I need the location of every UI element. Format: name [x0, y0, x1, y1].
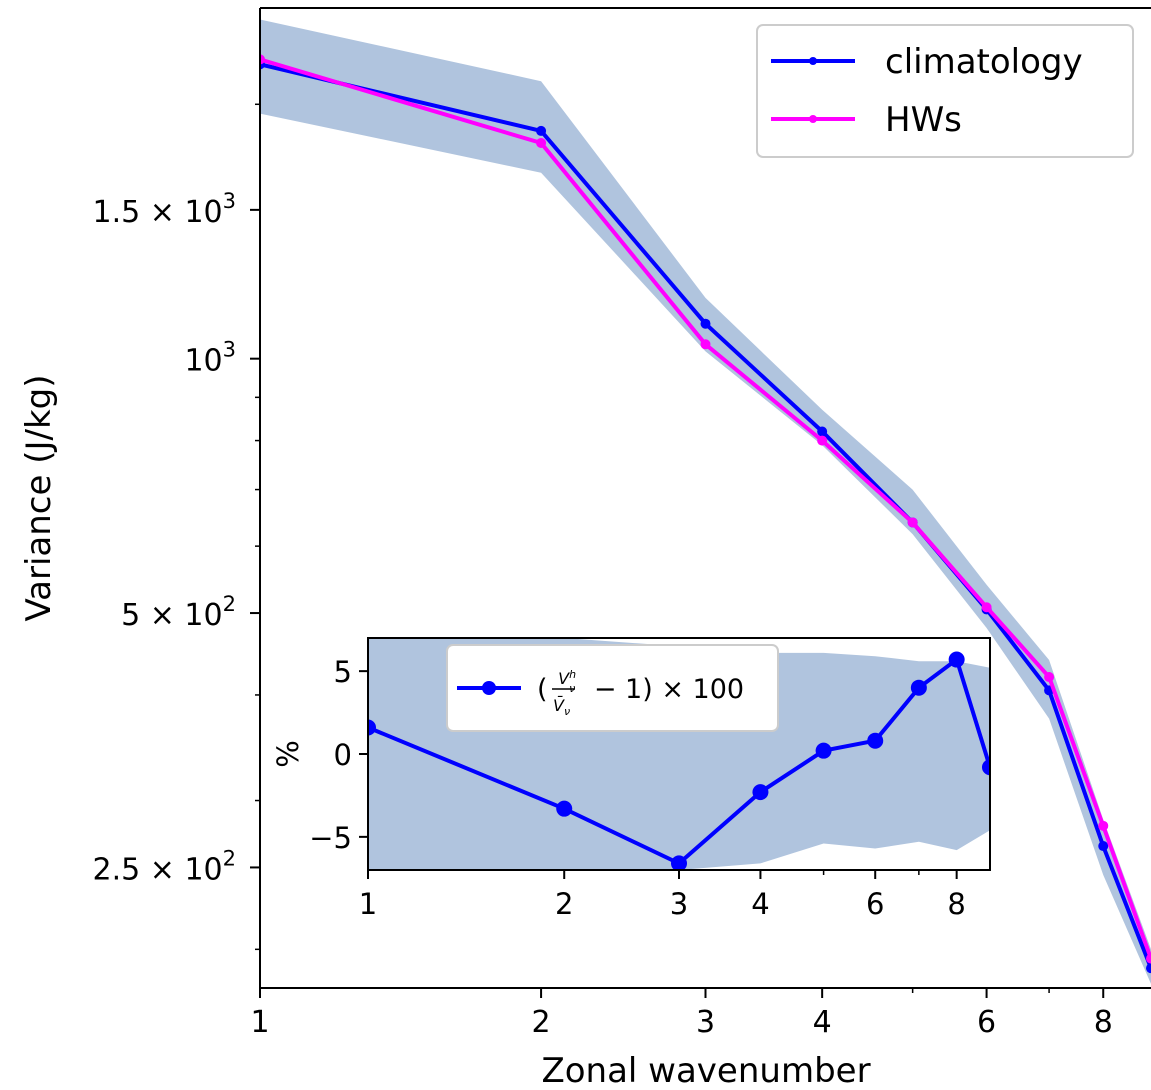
- series-1-point: [260, 54, 265, 65]
- inset-series-point: [815, 742, 832, 759]
- inset-x-tick-label: 4: [751, 887, 769, 921]
- y-tick-label: 5 × 102: [121, 592, 236, 633]
- legend-hws-label: HWs: [885, 100, 962, 140]
- series-0-point: [817, 426, 828, 437]
- inset-series-point: [982, 759, 990, 776]
- inset-series-point: [867, 732, 884, 749]
- main-legend-box: [756, 24, 1134, 158]
- inset-series-point: [556, 800, 573, 817]
- series-0-point: [700, 318, 711, 329]
- inset-x-tick-label: 8: [947, 887, 965, 921]
- series-1-point: [817, 435, 828, 446]
- inset-x-tick-label: 3: [670, 887, 688, 921]
- series-0-point: [1098, 841, 1109, 852]
- series-1-point: [981, 602, 992, 613]
- main-legend: climatology HWs: [756, 24, 1134, 158]
- y-tick-label: 1.5 × 103: [93, 189, 236, 230]
- inset-y-tick-label: 0: [334, 738, 352, 772]
- inset-y-axis-title: %: [271, 740, 305, 768]
- inset-legend: ( Vhν − 1) × 100 V̄ν: [446, 644, 779, 732]
- x-tick-label: 6: [977, 1005, 996, 1040]
- y-tick-label: 2.5 × 102: [93, 846, 236, 887]
- inset-series-point: [752, 784, 769, 801]
- legend-climatology-marker: [809, 57, 817, 65]
- x-tick-label: 4: [813, 1005, 832, 1040]
- inset-series-point: [948, 651, 965, 668]
- inset-y-tick-label: −5: [309, 821, 352, 855]
- series-1-point: [1044, 672, 1055, 683]
- inset-x-tick-label: 2: [555, 887, 573, 921]
- legend-hws-marker: [809, 115, 817, 123]
- y-tick-label: 103: [184, 338, 236, 379]
- series-1-point: [1098, 820, 1109, 831]
- inset-series-point: [671, 855, 687, 870]
- legend-climatology-label: climatology: [885, 42, 1083, 82]
- inset-legend-marker: [482, 681, 496, 695]
- inset-y-tick-label: 5: [334, 655, 352, 689]
- main-spread-band: [260, 19, 1151, 984]
- x-tick-label: 2: [532, 1005, 551, 1040]
- y-axis-title: Variance (J/kg): [19, 375, 59, 622]
- x-axis-title: Zonal wavenumber: [541, 1051, 870, 1090]
- inset-x-tick-label: 1: [359, 887, 377, 921]
- inset-plot: 1 2 3 4 6 8 5 0 −5 % ( Vhν − 1) × 100 V̄ν: [271, 637, 991, 921]
- series-1-point: [536, 137, 547, 148]
- series-1-point: [700, 339, 711, 350]
- inset-series-point: [910, 679, 927, 696]
- series-0-point: [536, 125, 547, 136]
- x-tick-label: 3: [696, 1005, 715, 1040]
- inset-series-point: [368, 719, 376, 736]
- inset-legend-label: ( Vhν − 1) × 100: [537, 668, 744, 705]
- series-1-point: [1146, 953, 1151, 964]
- series-0-point: [1146, 963, 1151, 974]
- inset-x-tick-label: 6: [866, 887, 884, 921]
- series-1-point: [907, 517, 918, 528]
- inset-legend-box: [446, 644, 779, 732]
- x-tick-label: 8: [1094, 1005, 1113, 1040]
- x-tick-label: 1: [250, 1005, 269, 1040]
